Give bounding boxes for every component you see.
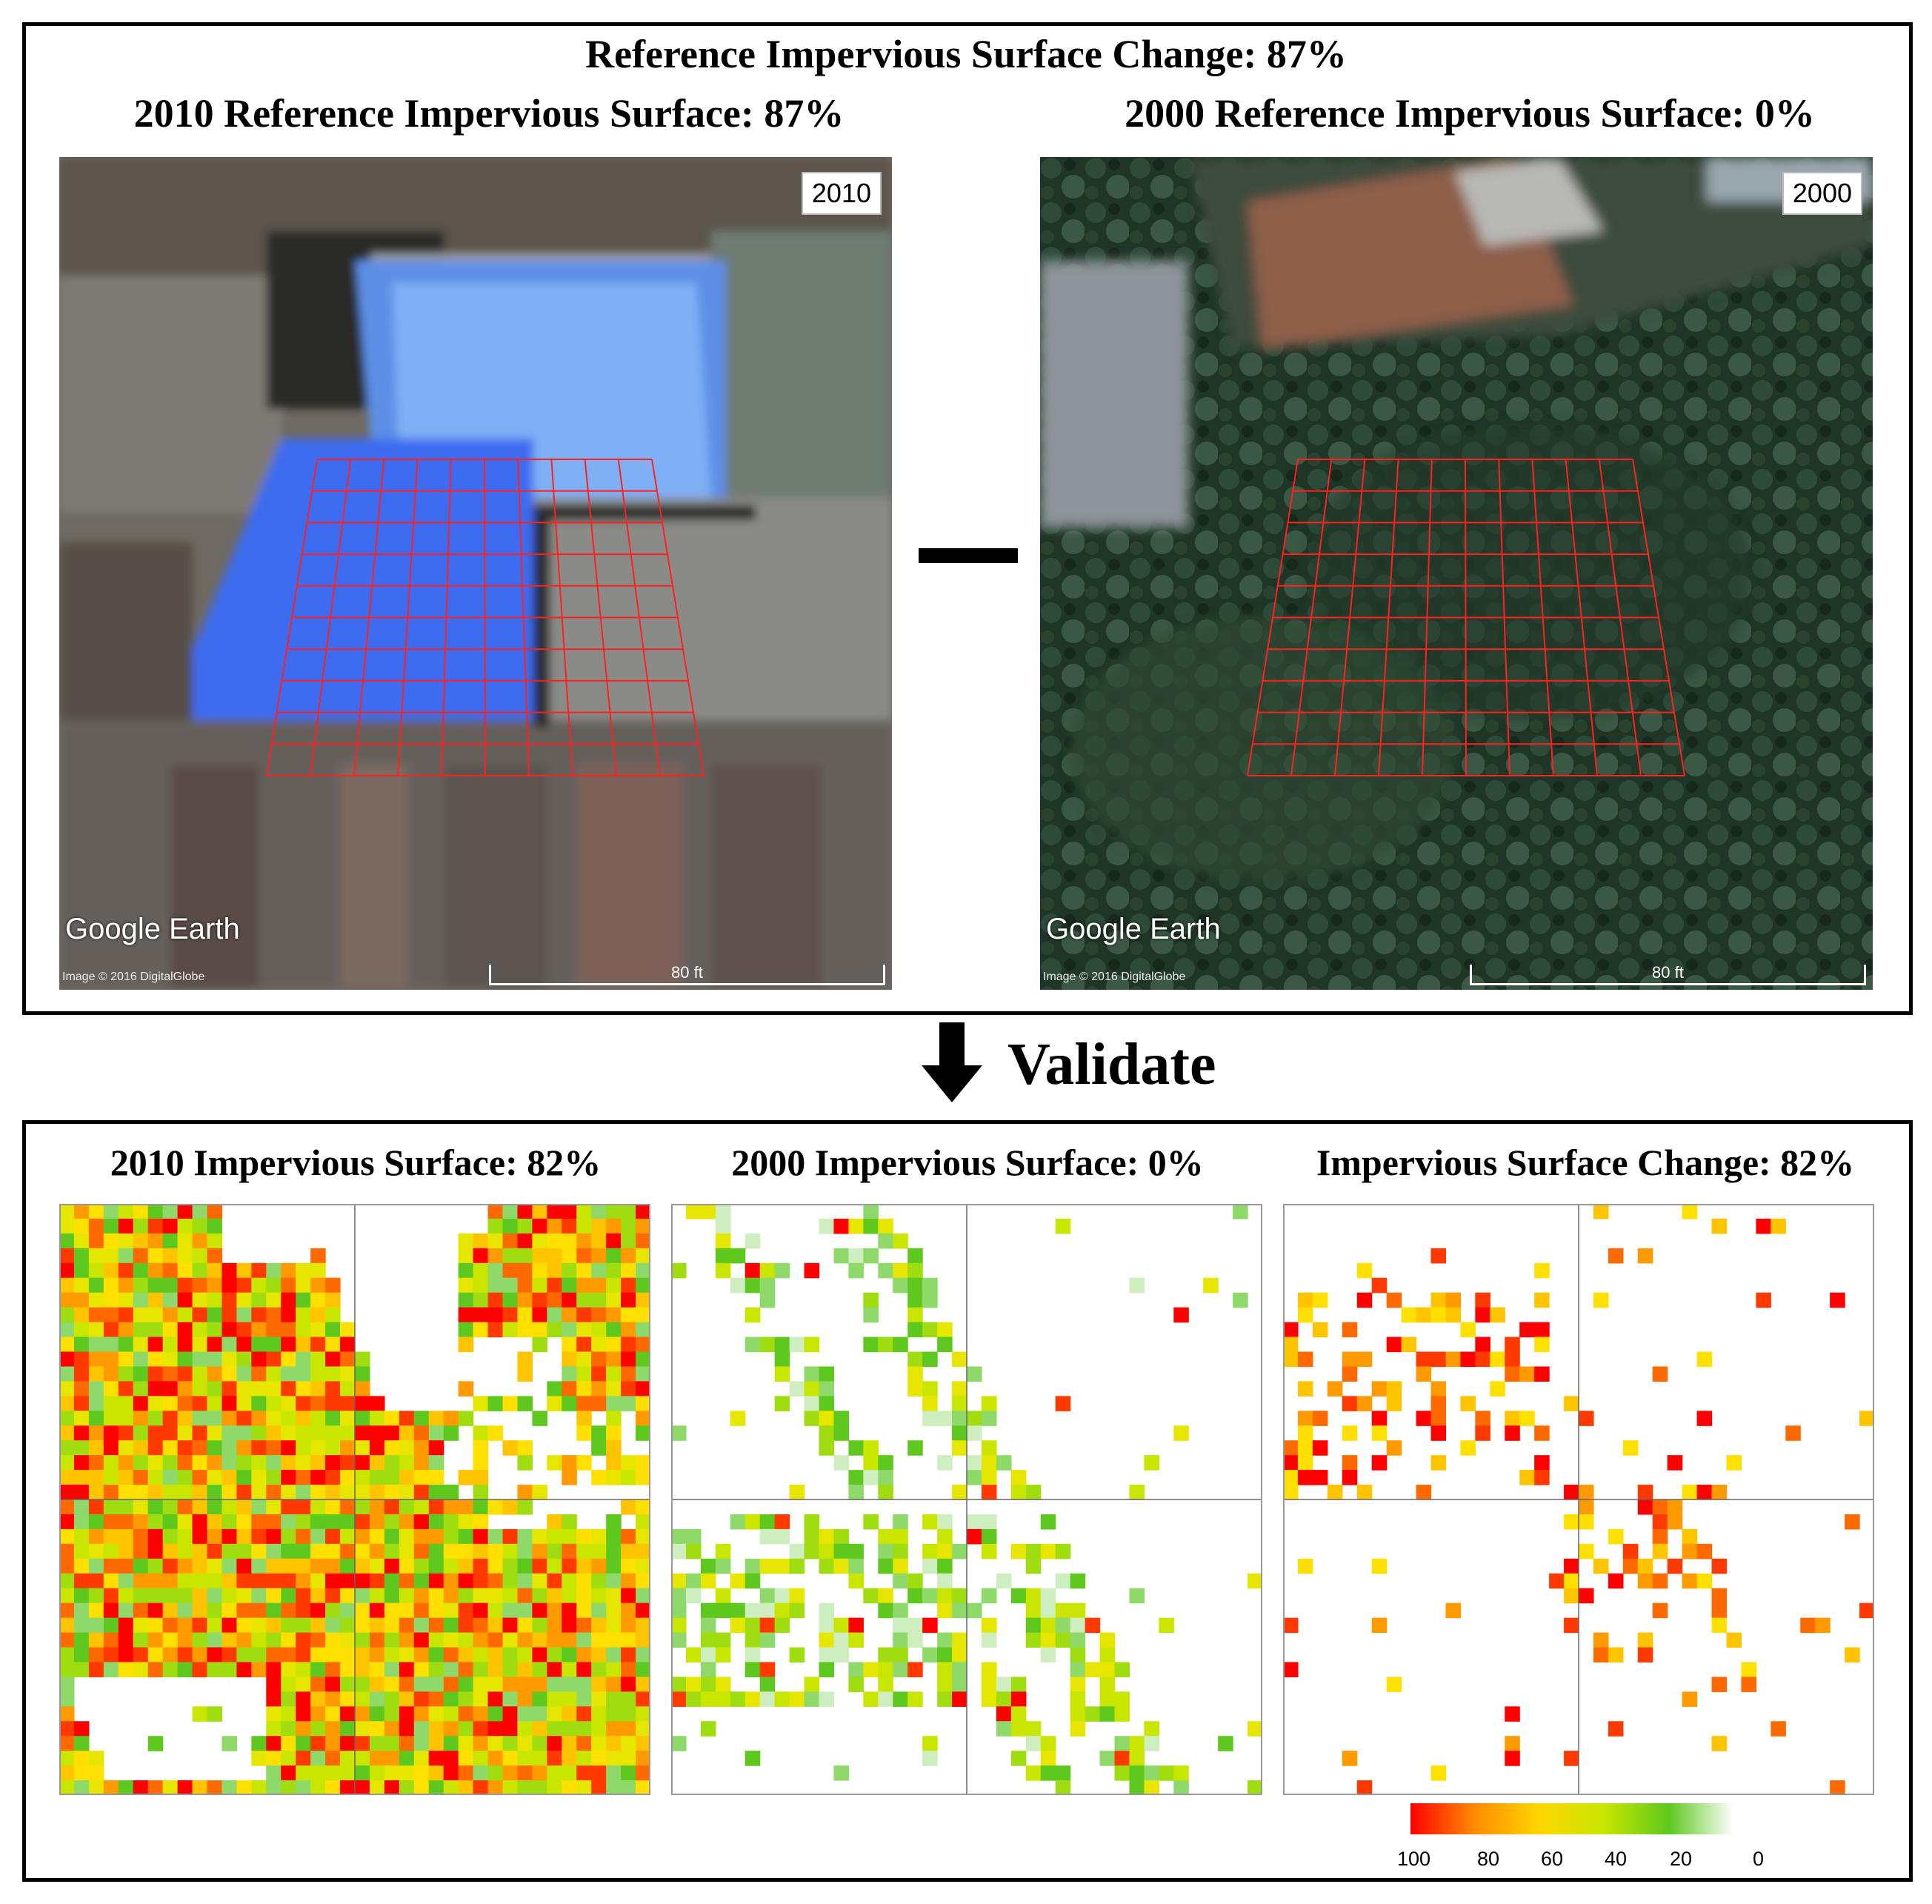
color-legend-bar (1410, 1803, 1733, 1834)
down-arrow-icon (922, 1022, 982, 1102)
satellite-image-2000: 2000 Google Earth Image © 2016 DigitalGl… (1040, 157, 1873, 990)
legend-tick: 40 (1605, 1848, 1628, 1870)
sample-grid-2000 (1247, 459, 1685, 776)
heatmap-2000 (671, 1204, 1262, 1795)
scale-bar-icon (1470, 965, 1866, 985)
validate-label: Validate (1007, 1032, 1216, 1097)
year-badge-2010: 2010 (801, 172, 882, 215)
heatmap-2010 (59, 1204, 650, 1795)
google-earth-logo: Google Earth (65, 913, 240, 945)
image-credit: Image © 2016 DigitalGlobe (62, 971, 205, 983)
minus-operator-icon (919, 548, 1018, 563)
legend-tick: 20 (1670, 1848, 1693, 1870)
legend-tick: 60 (1541, 1848, 1564, 1870)
legend-tick: 0 (1753, 1848, 1765, 1870)
heatmap-change (1283, 1204, 1874, 1795)
image-credit: Image © 2016 DigitalGlobe (1043, 971, 1186, 983)
reference-change-title: Reference Impervious Surface Change: 87% (585, 32, 1347, 76)
scale-label: 80 ft (671, 963, 703, 982)
google-earth-logo: Google Earth (1046, 913, 1221, 945)
scale-label: 80 ft (1652, 963, 1684, 982)
satellite-image-2010: 2010 Google Earth Image © 2016 DigitalGl… (59, 157, 892, 990)
sample-grid-2010 (266, 459, 704, 776)
map-2000-title: 2000 Impervious Surface: 0% (731, 1142, 1204, 1183)
map-change-title: Impervious Surface Change: 82% (1316, 1142, 1855, 1183)
legend-tick: 80 (1477, 1848, 1500, 1870)
map-2010-title: 2010 Impervious Surface: 82% (110, 1142, 602, 1183)
reference-2010-title: 2010 Reference Impervious Surface: 87% (133, 91, 845, 136)
reference-2000-title: 2000 Reference Impervious Surface: 0% (1125, 91, 1815, 136)
legend-tick: 100 (1397, 1848, 1431, 1870)
scale-bar-icon (489, 965, 885, 985)
year-badge-2000: 2000 (1782, 172, 1862, 215)
